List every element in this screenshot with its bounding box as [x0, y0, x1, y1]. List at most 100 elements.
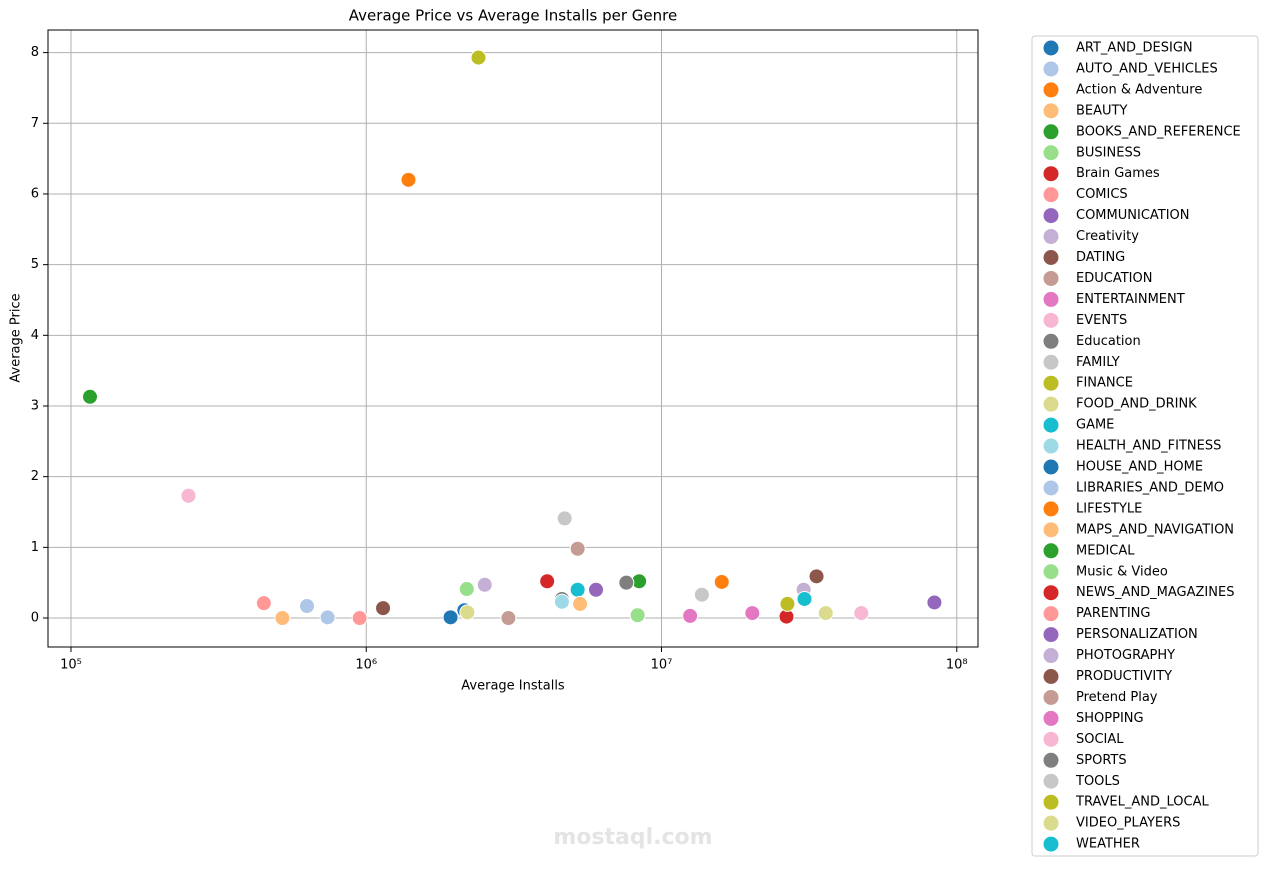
point [375, 600, 392, 617]
legend-label: HEALTH_AND_FITNESS [1076, 439, 1221, 454]
point [180, 487, 197, 504]
legend-marker [1043, 731, 1059, 747]
y-tick-label: 2 [31, 469, 39, 484]
point [476, 576, 493, 593]
legend-label: ART_AND_DESIGN [1076, 41, 1193, 56]
legend-marker [1043, 61, 1059, 77]
y-tick-label: 3 [31, 398, 39, 413]
legend-marker [1043, 145, 1059, 161]
legend-marker [1043, 794, 1059, 810]
point [556, 510, 573, 527]
legend-marker [1043, 773, 1059, 789]
point [682, 607, 699, 624]
legend-marker [1043, 187, 1059, 203]
legend-marker [1043, 40, 1059, 56]
y-axis-label: Average Price [9, 293, 24, 382]
legend-label: Education [1076, 334, 1141, 349]
legend-marker [1043, 669, 1059, 684]
legend-marker [1043, 689, 1059, 705]
point [817, 605, 834, 622]
legend-label: Brain Games [1076, 166, 1160, 181]
point [569, 540, 586, 557]
legend-label: Creativity [1076, 229, 1139, 244]
y-tick-label: 8 [31, 45, 39, 60]
point [539, 573, 556, 590]
watermark: mostaql.com [553, 825, 712, 850]
point [319, 609, 336, 626]
legend-label: NEWS_AND_MAGAZINES [1076, 585, 1234, 600]
point [796, 590, 813, 607]
legend-label: LIFESTYLE [1076, 501, 1142, 516]
legend-marker [1043, 836, 1059, 852]
y-tick-label: 7 [31, 116, 39, 131]
x-tick-label: 10⁸ [946, 658, 968, 673]
point [572, 595, 589, 612]
point [442, 609, 459, 626]
x-tick-label: 10⁷ [651, 658, 673, 673]
legend-marker [1043, 606, 1059, 622]
y-tick-label: 6 [31, 186, 39, 201]
legend-label: BOOKS_AND_REFERENCE [1076, 124, 1241, 139]
legend-label: AUTO_AND_VEHICLES [1076, 61, 1218, 76]
legend-marker [1043, 208, 1059, 224]
legend-label: BUSINESS [1076, 145, 1141, 160]
legend-label: FINANCE [1076, 376, 1133, 391]
legend-box [1031, 35, 1259, 857]
point [808, 568, 825, 585]
legend-label: FOOD_AND_DRINK [1076, 397, 1197, 412]
y-tick-label: 1 [31, 540, 39, 555]
point [744, 605, 761, 622]
legend-marker [1043, 229, 1059, 245]
legend-marker [1043, 543, 1059, 559]
point [618, 574, 635, 591]
legend-label: SHOPPING [1076, 711, 1144, 726]
point [779, 595, 796, 612]
point [853, 605, 870, 622]
chart-title: Average Price vs Average Installs per Ge… [349, 7, 677, 25]
legend-label: SPORTS [1076, 753, 1127, 768]
legend-label: LIBRARIES_AND_DEMO [1076, 480, 1224, 495]
y-tick-label: 5 [31, 257, 39, 272]
legend-marker [1043, 648, 1059, 664]
legend-marker [1043, 166, 1059, 182]
legend-marker [1043, 627, 1059, 643]
legend-label: TRAVEL_AND_LOCAL [1075, 795, 1209, 810]
point [569, 581, 586, 598]
legend-marker [1043, 291, 1059, 307]
legend-marker [1043, 710, 1059, 726]
legend-label: PRODUCTIVITY [1076, 669, 1172, 684]
legend-label: TOOLS [1075, 774, 1120, 789]
legend-label: SOCIAL [1076, 732, 1124, 747]
point [713, 573, 730, 590]
point [588, 581, 605, 598]
legend-marker [1043, 396, 1059, 412]
legend-label: COMICS [1076, 187, 1128, 202]
legend-marker [1043, 564, 1059, 580]
legend-marker [1043, 333, 1059, 349]
legend-marker [1043, 103, 1059, 119]
point [459, 604, 476, 621]
legend-label: PERSONALIZATION [1076, 627, 1198, 642]
plot-frame [47, 29, 979, 648]
legend-marker [1043, 585, 1059, 601]
x-axis-label: Average Installs [461, 679, 565, 694]
legend-label: BEAUTY [1076, 103, 1127, 118]
point [255, 595, 272, 612]
x-tick-label: 10⁵ [60, 658, 82, 673]
legend-marker [1043, 124, 1059, 140]
legend-marker [1043, 752, 1059, 768]
point [82, 388, 99, 405]
legend-label: PARENTING [1076, 606, 1150, 621]
x-tick-label: 10⁶ [355, 658, 377, 673]
legend-label: Action & Adventure [1076, 82, 1202, 97]
legend-marker [1043, 375, 1059, 391]
legend-label: GAME [1076, 418, 1114, 433]
legend-marker [1043, 501, 1059, 517]
legend-marker [1043, 270, 1059, 286]
legend-label: Pretend Play [1076, 690, 1158, 705]
legend-label: WEATHER [1076, 837, 1140, 852]
y-tick-label: 0 [31, 611, 39, 626]
legend-label: FAMILY [1076, 355, 1120, 370]
legend-label: HOUSE_AND_HOME [1076, 460, 1203, 475]
